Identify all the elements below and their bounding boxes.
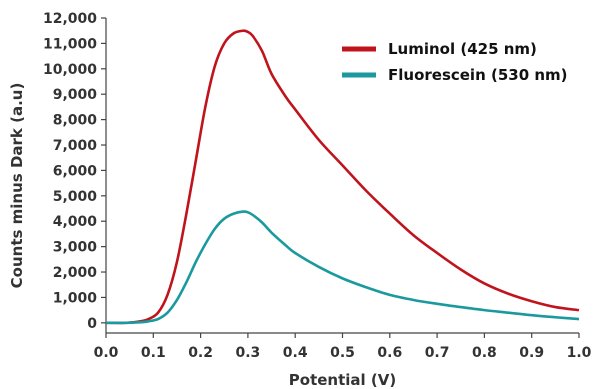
x-tick-label: 0.9 bbox=[519, 345, 544, 361]
x-tick-label: 0.4 bbox=[283, 345, 308, 361]
x-tick-label: 1.0 bbox=[567, 345, 592, 361]
y-axis-title: Counts minus Dark (a.u) bbox=[8, 83, 26, 289]
x-tick-label: 0.6 bbox=[377, 345, 402, 361]
y-tick-label: 4,000 bbox=[53, 214, 98, 230]
x-tick-label: 0.2 bbox=[188, 345, 213, 361]
y-tick-label: 9,000 bbox=[53, 87, 98, 103]
legend-label: Luminol (425 nm) bbox=[388, 40, 537, 58]
y-ticks: 0 1,000 2,000 3,000 4,000 5,000 6,000 7,000 8,00… bbox=[43, 11, 106, 332]
y-tick-label: 6,000 bbox=[53, 163, 98, 179]
y-tick-label: 3,000 bbox=[53, 240, 98, 256]
y-tick-label: 11,000 bbox=[43, 36, 97, 52]
x-tick-label: 0.5 bbox=[330, 345, 355, 361]
series-line-1 bbox=[105, 29, 580, 325]
series-line-2 bbox=[105, 210, 580, 325]
series-layer bbox=[105, 29, 580, 325]
x-tick-label: 0.3 bbox=[235, 345, 260, 361]
x-tick-label: 0.8 bbox=[472, 345, 497, 361]
y-tick-label: 5,000 bbox=[53, 189, 98, 205]
x-tick-label: 0.0 bbox=[94, 345, 119, 361]
y-tick-label: 1,000 bbox=[53, 290, 98, 306]
legend-label: Fluorescein (530 nm) bbox=[388, 66, 568, 84]
y-tick-label: 8,000 bbox=[53, 113, 98, 129]
x-tick-label: 0.7 bbox=[425, 345, 450, 361]
legend: Luminol (425 nm) Fluorescein (530 nm) bbox=[342, 40, 568, 84]
y-tick-label: 12,000 bbox=[43, 11, 97, 27]
y-tick-label: 10,000 bbox=[43, 62, 97, 78]
x-ticks: 0.0 0.1 0.2 0.3 0.4 0.5 0.6 0.7 0.8 0.9 1.0 bbox=[94, 333, 592, 361]
y-tick-label: 2,000 bbox=[53, 265, 98, 281]
x-axis-title: Potential (V) bbox=[289, 371, 396, 389]
x-tick-label: 0.1 bbox=[141, 345, 166, 361]
y-tick-label: 0 bbox=[87, 316, 97, 332]
y-tick-label: 7,000 bbox=[53, 138, 98, 154]
